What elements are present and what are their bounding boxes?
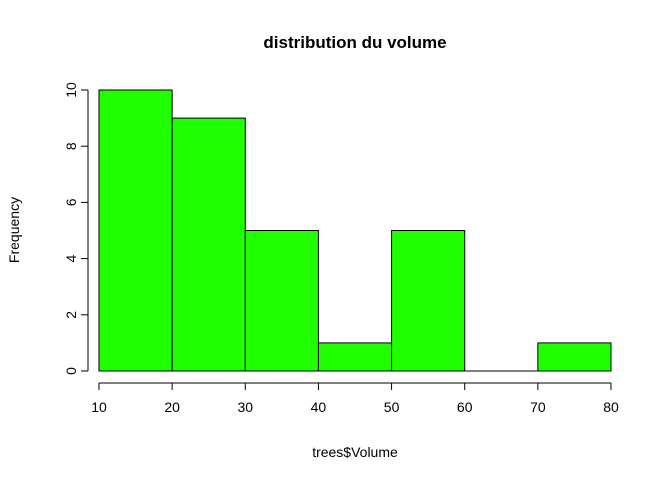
y-tick-label: 4 [63,254,79,262]
x-tick-label: 80 [603,399,619,415]
histogram-bar [244,230,319,372]
y-tick-label: 2 [63,311,79,319]
x-tick-label: 40 [311,399,327,415]
y-tick-label: 8 [63,142,79,150]
bars-group [98,89,612,372]
histogram-bar [537,342,612,372]
x-tick-label: 50 [384,399,400,415]
x-axis: 10 20 30 40 50 60 70 80 [91,382,619,415]
x-tick-label: 30 [237,399,253,415]
x-axis-label: trees$Volume [312,444,398,460]
histogram-bar [391,230,466,372]
y-tick-label: 10 [63,82,79,98]
y-tick-label: 0 [63,367,79,375]
histogram-bar [171,117,246,372]
x-tick-label: 20 [164,399,180,415]
histogram-bar [317,342,393,372]
y-axis-label: Frequency [6,197,22,263]
histogram-bar [98,89,173,372]
y-tick-label: 6 [63,198,79,206]
chart-title: distribution du volume [263,33,446,52]
x-tick-label: 70 [530,399,546,415]
x-tick-label: 60 [457,399,473,415]
y-axis: 0 2 4 6 8 10 [63,82,89,375]
x-tick-label: 10 [91,399,107,415]
